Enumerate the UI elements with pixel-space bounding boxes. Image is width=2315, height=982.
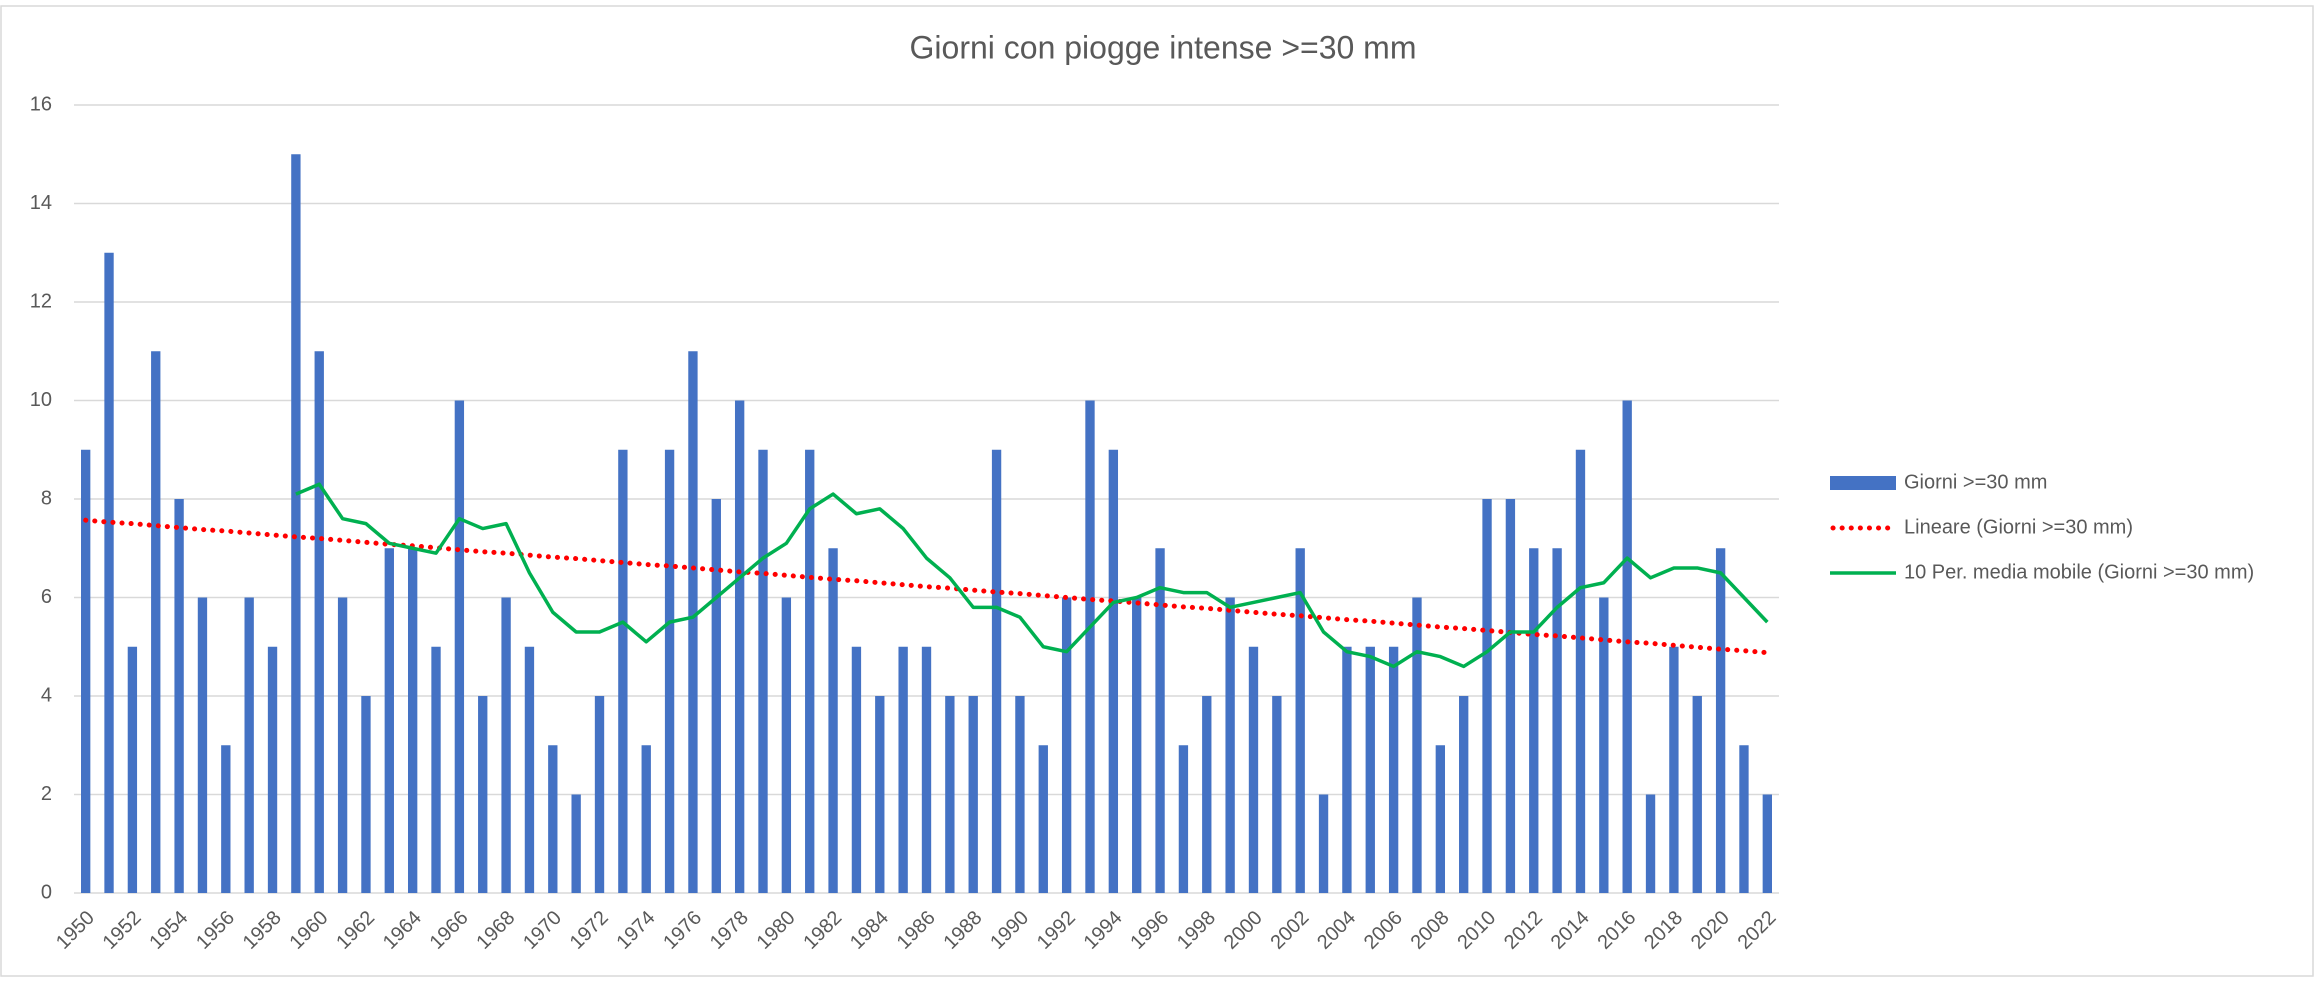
bar: [1552, 548, 1562, 893]
bar: [1622, 400, 1632, 893]
bar: [1015, 696, 1025, 893]
bar: [431, 646, 441, 893]
bar: [1178, 745, 1189, 893]
y-tick-label: 16: [30, 93, 52, 115]
bar: [968, 696, 978, 893]
bar: [407, 548, 418, 893]
bar: [1435, 745, 1446, 893]
bar: [1669, 646, 1679, 893]
bar: [1505, 499, 1516, 893]
bar: [524, 646, 535, 893]
bar: [1295, 548, 1305, 893]
bar: [1365, 646, 1375, 893]
bar: [1529, 548, 1539, 893]
legend-swatch: [1830, 476, 1896, 490]
bar: [921, 646, 932, 893]
bar: [1085, 400, 1095, 893]
bar: [454, 400, 465, 893]
bar: [945, 696, 955, 893]
bar: [1575, 449, 1586, 893]
bar: [501, 597, 511, 893]
y-tick-label: 2: [41, 783, 52, 805]
bar: [291, 154, 301, 893]
bar: [1459, 696, 1469, 893]
bar: [898, 646, 908, 893]
bar: [314, 351, 324, 893]
bar: [478, 696, 488, 893]
y-tick-label: 6: [41, 586, 52, 608]
bar: [1132, 597, 1142, 893]
bar: [1692, 696, 1702, 893]
bar: [1108, 449, 1119, 893]
bar: [851, 646, 862, 893]
y-tick-label: 10: [30, 389, 52, 411]
bar: [664, 449, 675, 893]
bar: [244, 597, 254, 893]
bar: [688, 351, 698, 893]
bar: [337, 597, 348, 893]
bar: [781, 597, 792, 893]
bar: [1762, 794, 1772, 893]
bar: [594, 696, 605, 893]
bar: [1342, 646, 1352, 893]
bar: [384, 548, 394, 893]
bar: [805, 449, 815, 893]
y-tick-label: 14: [30, 192, 52, 214]
bar: [221, 745, 231, 893]
bar: [1412, 597, 1422, 893]
bar: [641, 745, 651, 893]
bar: [1038, 745, 1048, 893]
bar: [991, 449, 1002, 893]
bar: [81, 449, 91, 893]
bar: [1061, 597, 1072, 893]
bar: [1248, 646, 1259, 893]
bar: [1155, 548, 1165, 893]
bar: [1202, 696, 1212, 893]
bar: [1225, 597, 1235, 893]
bar: [1482, 499, 1492, 893]
legend-label: Giorni >=30 mm: [1904, 471, 2047, 493]
bar: [734, 400, 745, 893]
bar: [1715, 548, 1726, 893]
bar: [361, 696, 371, 893]
y-tick-label: 4: [41, 684, 52, 706]
bar: [548, 745, 558, 893]
bar: [1272, 696, 1282, 893]
bar: [1388, 646, 1399, 893]
bar: [1739, 745, 1749, 893]
y-tick-label: 8: [41, 487, 52, 509]
bar: [267, 646, 278, 893]
bar: [104, 252, 114, 893]
bar: [174, 499, 184, 893]
bar: [571, 794, 581, 893]
y-tick-label: 12: [30, 290, 52, 312]
bar: [758, 449, 768, 893]
bar: [127, 646, 138, 893]
series-line: [295, 482, 1769, 669]
y-tick-label: 0: [41, 881, 52, 903]
bar: [618, 449, 628, 893]
bar: [875, 696, 885, 893]
bar: [1318, 794, 1329, 893]
bar: [1599, 597, 1609, 893]
chart-title: Giorni con piogge intense >=30 mm: [910, 29, 1417, 65]
bar: [711, 499, 721, 893]
bar: [151, 351, 161, 893]
bar: [197, 597, 208, 893]
bar: [1645, 794, 1656, 893]
bar: [828, 548, 838, 893]
series-line: [83, 517, 1770, 656]
legend-label: Lineare (Giorni >=30 mm): [1904, 516, 2133, 538]
legend-label: 10 Per. media mobile (Giorni >=30 mm): [1904, 561, 2254, 583]
